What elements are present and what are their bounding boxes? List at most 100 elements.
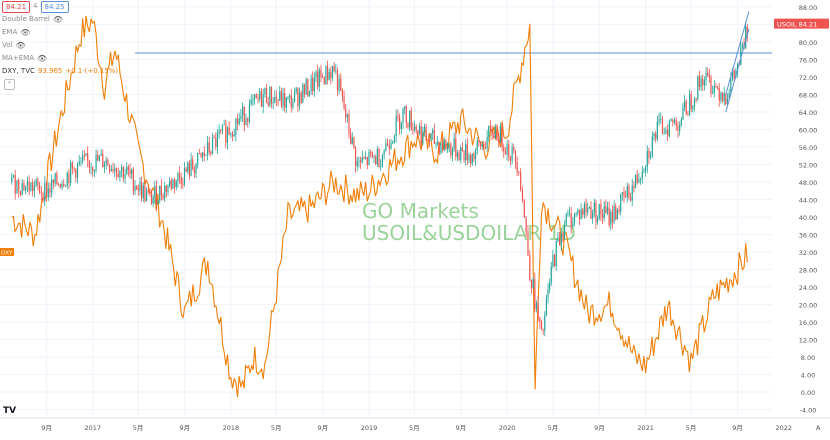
candle-body [582, 209, 584, 215]
candle-body [88, 160, 90, 169]
candle-body [274, 96, 276, 103]
bid-price-chip[interactable]: 84.21 [2, 0, 31, 13]
candle-body [162, 195, 164, 199]
candle-body [167, 185, 169, 192]
candle-body [420, 126, 422, 144]
candle-body [202, 152, 204, 157]
candle-body [534, 279, 536, 310]
candle-body [134, 186, 136, 192]
price-tag-bg [774, 18, 829, 29]
candle-body [107, 159, 109, 166]
candle-body [197, 153, 199, 165]
candle-body [484, 147, 487, 149]
candle-body [725, 93, 727, 105]
candle-body [670, 119, 672, 122]
candle-body [21, 183, 23, 195]
candle-body [651, 136, 653, 156]
eye-hidden-icon[interactable]: 👁 [20, 28, 31, 37]
candle-body [631, 185, 633, 201]
candle-body [313, 77, 315, 92]
candle-body [562, 233, 564, 237]
candle-body [568, 213, 571, 215]
candle-body [461, 147, 463, 151]
candle-body [206, 142, 209, 155]
candle-body [580, 209, 582, 220]
candle-body [198, 153, 200, 154]
candle-body [108, 165, 111, 172]
legend-item-ma-ema[interactable]: MA+EMA 👁 [0, 52, 118, 65]
candle-body [600, 204, 602, 215]
legend-dxy-row[interactable]: DXY, TVC 93.965 +0.1·(+0.15%) [0, 65, 118, 78]
legend-item-ema[interactable]: EMA 👁 [0, 26, 118, 39]
candle-body [231, 133, 234, 137]
candle-body [473, 153, 475, 160]
x-tick-label: 2020 [499, 424, 516, 432]
candle-body [302, 84, 304, 103]
legend-item-double-barrel[interactable]: Double Barrel 👁 [0, 13, 118, 26]
eye-hidden-icon[interactable]: 👁 [15, 41, 26, 50]
price-axis: 88.0084.0080.0076.0072.0068.0064.0060.00… [772, 0, 830, 436]
eye-hidden-icon[interactable]: 👁 [52, 15, 64, 24]
candle-body [564, 224, 566, 237]
candle-body [23, 183, 25, 191]
candle-body [433, 130, 435, 144]
candle-body [373, 156, 375, 158]
candle-body [573, 213, 576, 223]
x-tick-label: 9月 [179, 424, 190, 432]
candle-body [19, 190, 22, 195]
candle-body [259, 91, 261, 100]
candle-body [663, 133, 665, 135]
candle-body [730, 79, 732, 94]
eye-hidden-icon[interactable]: 👁 [36, 54, 48, 63]
dxy-symbol-label: DXY, TVC [2, 67, 35, 75]
candle-body [292, 101, 294, 108]
candle-body [122, 167, 124, 179]
candle-body [103, 164, 106, 167]
candle-body [328, 72, 330, 80]
candle-body [585, 203, 587, 213]
candle-body [380, 165, 382, 168]
candle-body [578, 210, 581, 220]
candle-body [552, 254, 554, 267]
auto-scale-button[interactable]: A [816, 424, 821, 432]
candle-body [333, 65, 335, 72]
candle-body [240, 115, 242, 119]
candle-body [740, 47, 742, 66]
candle-body [675, 120, 677, 127]
candle-body [430, 133, 432, 142]
candle-body [282, 93, 284, 107]
candle-body [705, 72, 707, 81]
candle-body [587, 208, 589, 213]
candle-body [511, 147, 513, 161]
candle-body [193, 168, 195, 174]
candle-body [443, 140, 445, 150]
candle-body [183, 168, 186, 185]
candle-body [51, 179, 53, 193]
candle-body [653, 133, 655, 137]
candle-body [693, 98, 696, 107]
candle-body [450, 144, 452, 156]
candle-body [527, 231, 529, 256]
candle-body [731, 69, 734, 80]
candle-body [572, 222, 574, 227]
candle-body [535, 303, 538, 310]
x-tick-label: 5月 [271, 424, 282, 432]
dxy-change: +0.1·(+0.15%) [65, 67, 119, 75]
candle-body [54, 173, 56, 184]
candle-body [494, 126, 496, 139]
ask-price-chip[interactable]: 84.25 [40, 0, 69, 13]
candle-body [685, 101, 687, 115]
collapse-legend-icon[interactable]: ⌃ [4, 79, 15, 90]
candle-body [33, 185, 35, 192]
candle-body [361, 157, 363, 163]
candle-body [458, 152, 460, 160]
candle-body [518, 172, 520, 174]
candle-body [340, 78, 342, 91]
candle-body [720, 93, 722, 101]
legend-item-vol[interactable]: Vol 👁 [0, 39, 118, 52]
candle-body [483, 144, 485, 148]
candle-body [588, 206, 590, 209]
candle-body [390, 143, 392, 149]
